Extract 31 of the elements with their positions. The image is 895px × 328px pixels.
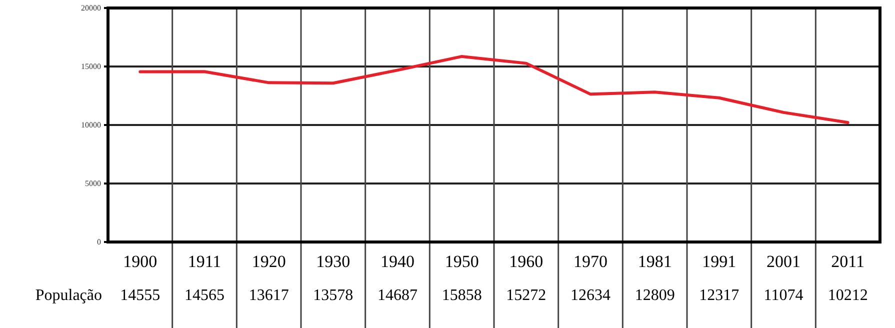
data-label: 12317 (699, 287, 740, 304)
data-label: 14687 (378, 287, 418, 304)
line-series (138, 54, 850, 124)
data-label: 12634 (570, 287, 610, 304)
x-tick-label: 1900 (123, 252, 158, 271)
data-label: 10212 (828, 287, 868, 304)
data-label: 13578 (313, 287, 354, 304)
x-tick-label: 1950 (444, 252, 479, 271)
y-tick-label: 10000 (81, 120, 101, 130)
x-tick-label: 1981 (638, 252, 672, 271)
data-label: 11074 (764, 287, 804, 304)
data-label: 15272 (506, 287, 546, 304)
x-tick-label: 2011 (831, 252, 865, 271)
x-tick-label: 1960 (509, 252, 544, 271)
data-label: 13617 (248, 287, 289, 304)
y-tick-label: 15000 (81, 62, 101, 72)
x-tick-label: 1991 (702, 252, 736, 271)
x-tick-label: 1930 (316, 252, 350, 271)
x-tick-label: 2001 (766, 252, 800, 271)
text: População (35, 287, 102, 304)
y-tick-label: 20000 (81, 4, 101, 13)
data-label: 14555 (120, 287, 160, 304)
x-tick-label: 1920 (252, 252, 286, 271)
y-tick-label: 0 (97, 238, 101, 247)
x-tick-label: 1911 (188, 252, 222, 271)
x-tick-label: 1970 (574, 252, 608, 271)
x-tick-label: 1940 (380, 252, 414, 271)
data-label: 14565 (184, 287, 224, 304)
y-tick-label: 5000 (85, 179, 101, 188)
data-label: 12809 (634, 287, 675, 304)
data-label: 15858 (442, 287, 482, 304)
